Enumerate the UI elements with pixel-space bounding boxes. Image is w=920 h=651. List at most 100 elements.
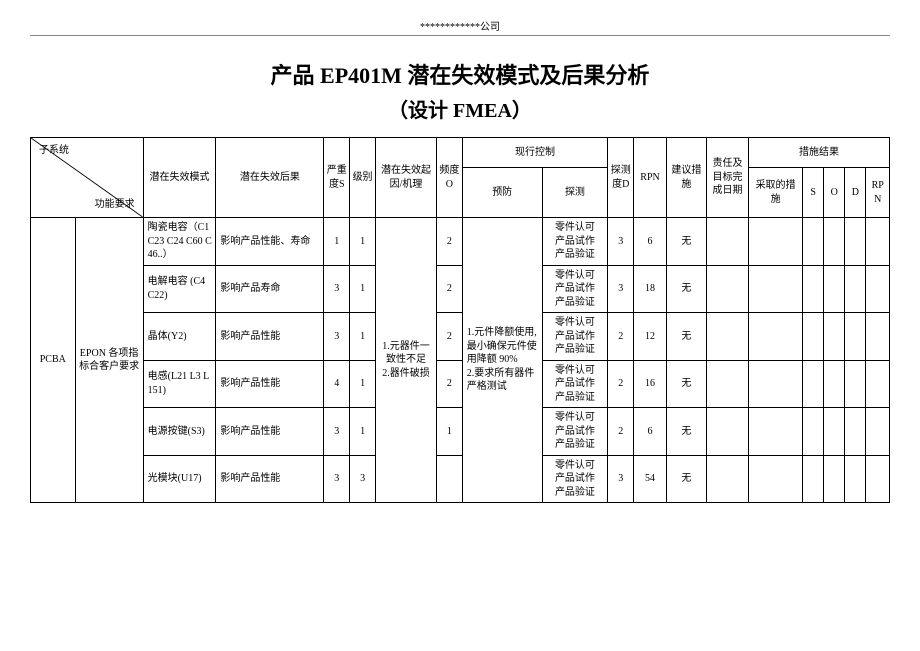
cell-mode: 晶体(Y2) [143,313,216,361]
hdr-failure-effect: 潜在失效后果 [216,138,324,218]
cell-o: 2 [436,265,462,313]
cell-mode: 陶瓷电容（C1 C23 C24 C60 C46..） [143,218,216,266]
cell-s: 3 [324,265,350,313]
cell-detect: 零件认可 产品试作 产品验证 [542,360,608,408]
hdr-o2: O [824,168,845,218]
cell-rpn2 [866,313,890,361]
cell-taken [749,360,803,408]
cell-s2 [803,408,824,456]
cell-d2 [845,455,866,503]
table-row: PCBAEPON 各项指标合客户要求陶瓷电容（C1 C23 C24 C60 C4… [31,218,890,266]
cell-s: 3 [324,313,350,361]
cell-detect: 零件认可 产品试作 产品验证 [542,313,608,361]
cell-detect: 零件认可 产品试作 产品验证 [542,455,608,503]
cell-class: 1 [350,408,376,456]
cell-effect: 影响产品性能 [216,408,324,456]
cell-o2 [824,265,845,313]
cell-effect: 影响产品性能、寿命 [216,218,324,266]
cell-rpn2 [866,265,890,313]
cell-s2 [803,265,824,313]
cell-d: 3 [608,455,634,503]
cell-o: 2 [436,313,462,361]
cell-d2 [845,360,866,408]
cell-taken [749,218,803,266]
cell-rpn: 6 [634,218,667,266]
cell-class: 3 [350,455,376,503]
cell-s: 3 [324,408,350,456]
doc-title-2: （设计 FMEA） [30,94,890,123]
cell-rec: 无 [666,408,706,456]
cell-d: 2 [608,360,634,408]
cell-d: 3 [608,218,634,266]
cell-rpn: 12 [634,313,667,361]
hdr-class: 级别 [350,138,376,218]
cell-resp [706,360,748,408]
cell-rpn: 18 [634,265,667,313]
cell-o2 [824,360,845,408]
cell-o [436,455,462,503]
hdr-cause: 潜在失效起因/机理 [375,138,436,218]
table-row: 电源按键(S3)影响产品性能311零件认可 产品试作 产品验证26无 [31,408,890,456]
cell-detect: 零件认可 产品试作 产品验证 [542,408,608,456]
cell-d: 3 [608,265,634,313]
cell-resp [706,313,748,361]
cell-s: 3 [324,455,350,503]
cell-effect: 影响产品性能 [216,455,324,503]
cell-s2 [803,455,824,503]
hdr-prevent: 预防 [462,168,542,218]
cell-class: 1 [350,313,376,361]
cell-resp [706,218,748,266]
cell-resp [706,265,748,313]
hdr-d2: D [845,168,866,218]
cell-taken [749,408,803,456]
hdr-rpn: RPN [634,138,667,218]
fmea-table: 子系统 功能要求 潜在失效模式 潜在失效后果 严重度S 级别 潜在失效起因/机理… [30,137,890,503]
hdr-detection: 探测度D [608,138,634,218]
cell-o: 2 [436,218,462,266]
cell-rpn2 [866,408,890,456]
cell-o2 [824,455,845,503]
cell-subsystem: PCBA [31,218,76,503]
cell-rec: 无 [666,455,706,503]
cell-taken [749,265,803,313]
cell-taken [749,313,803,361]
cell-effect: 影响产品性能 [216,360,324,408]
cell-rec: 无 [666,218,706,266]
hdr-action-taken: 采取的措施 [749,168,803,218]
cell-o: 2 [436,360,462,408]
cell-d2 [845,218,866,266]
cell-d: 2 [608,313,634,361]
cell-s2 [803,313,824,361]
cell-func-req: EPON 各项指标合客户要求 [75,218,143,503]
cell-o2 [824,408,845,456]
cell-effect: 影响产品性能 [216,313,324,361]
cell-rpn2 [866,360,890,408]
cell-o: 1 [436,408,462,456]
hdr-resp-date: 责任及目标完成日期 [706,138,748,218]
cell-rpn: 16 [634,360,667,408]
cell-class: 1 [350,265,376,313]
hdr-occurrence: 频度O [436,138,462,218]
doc-title-1: 产品 EP401M 潜在失效模式及后果分析 [30,58,890,90]
cell-effect: 影响产品寿命 [216,265,324,313]
diag-label-top: 子系统 [39,144,69,158]
table-row: 电解电容 (C4 C22)影响产品寿命312零件认可 产品试作 产品验证318无 [31,265,890,313]
cell-cause: 1.元器件一致性不足 2.器件破损 [375,218,436,503]
cell-rec: 无 [666,360,706,408]
cell-rpn2 [866,455,890,503]
cell-s2 [803,218,824,266]
cell-mode: 电感(L21 L3 L151) [143,360,216,408]
cell-rpn: 54 [634,455,667,503]
header-rule [30,35,890,36]
hdr-rec-action: 建议措施 [666,138,706,218]
hdr-s2: S [803,168,824,218]
cell-detect: 零件认可 产品试作 产品验证 [542,265,608,313]
cell-o2 [824,313,845,361]
cell-s: 4 [324,360,350,408]
cell-mode: 光模块(U17) [143,455,216,503]
cell-taken [749,455,803,503]
table-row: 光模块(U17)影响产品性能33零件认可 产品试作 产品验证354无 [31,455,890,503]
cell-rec: 无 [666,265,706,313]
hdr-subsystem: 子系统 功能要求 [31,138,144,218]
cell-prevent: 1.元件降额使用,最小确保元件使用降额 90% 2.要求所有器件严格测试 [462,218,542,503]
